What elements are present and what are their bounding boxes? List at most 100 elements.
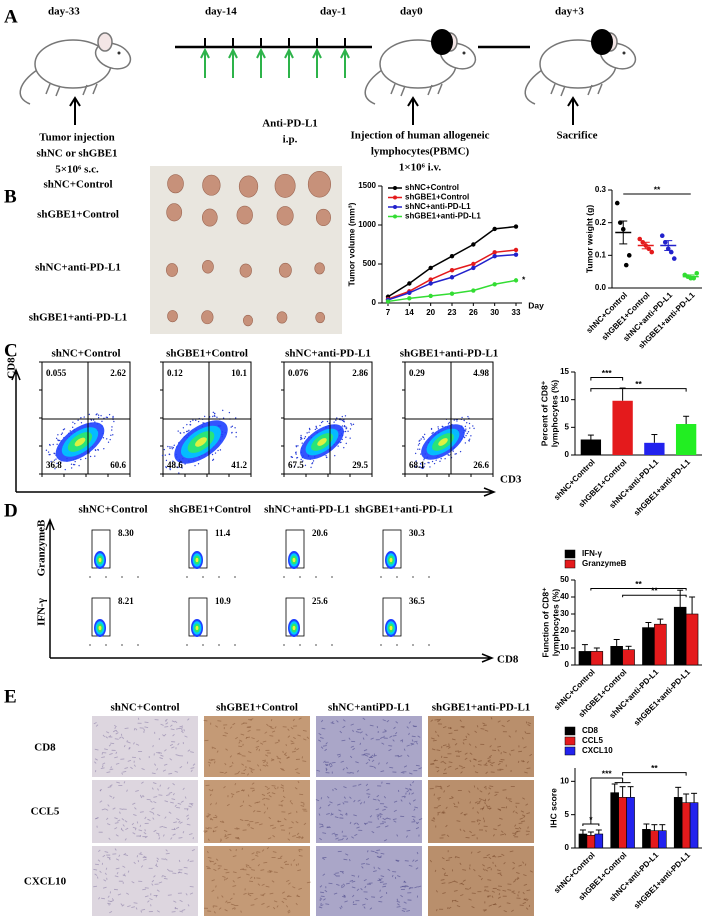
- event-dot: [173, 444, 175, 446]
- tissue-fiber: [133, 861, 136, 865]
- tissue-fiber: [172, 792, 175, 796]
- event-dot: [300, 434, 302, 437]
- tissue-fiber: [482, 799, 486, 802]
- bar: [586, 835, 596, 849]
- event-dot: [183, 431, 185, 434]
- event-dot: [350, 422, 352, 425]
- mouse-tail: [19, 69, 38, 105]
- tissue-fiber: [128, 747, 130, 750]
- tissue-fiber: [403, 748, 406, 751]
- event-dot: [455, 453, 457, 455]
- column-title: shGBE1+Control: [216, 702, 298, 714]
- tissue-fiber: [225, 900, 228, 903]
- tissue-fiber: [263, 811, 266, 814]
- event-dot: [341, 438, 343, 441]
- tissue-fiber: [325, 903, 330, 905]
- tissue-fiber: [477, 819, 481, 822]
- tissue-fiber: [320, 891, 325, 894]
- tissue-fiber: [411, 739, 414, 742]
- tissue-fiber: [139, 834, 142, 838]
- plot-title: shNC+Control: [51, 348, 120, 360]
- tissue-fiber: [177, 802, 182, 805]
- tissue-fiber: [319, 806, 322, 810]
- quadrant-value: 0.076: [288, 368, 309, 378]
- tissue-fiber: [225, 748, 228, 751]
- event-dot: [72, 463, 75, 466]
- tissue-fiber: [113, 724, 117, 728]
- tissue-fiber: [339, 730, 343, 734]
- tissue-fiber: [341, 885, 345, 889]
- quadrant-value: 36.8: [46, 460, 62, 470]
- tissue-fiber: [522, 861, 525, 864]
- tissue-fiber: [260, 869, 265, 871]
- mouse-leg: [400, 85, 406, 97]
- tissue-fiber: [443, 790, 446, 793]
- tissue-fiber: [484, 801, 486, 805]
- tissue-fiber: [380, 875, 385, 878]
- event-dot: [197, 420, 200, 423]
- tumor-specimen: [315, 311, 326, 324]
- tissue-fiber: [340, 884, 343, 887]
- event-dot: [211, 453, 214, 456]
- tissue-fiber: [182, 787, 185, 791]
- event-dot: [165, 459, 168, 462]
- tissue-fiber: [183, 729, 185, 732]
- tissue-fiber: [342, 768, 345, 771]
- data-point: [385, 299, 391, 304]
- tissue-fiber: [192, 763, 196, 766]
- tissue-fiber: [239, 739, 243, 742]
- mouse-drawing: [364, 29, 477, 105]
- bar: [580, 439, 602, 455]
- tissue-fiber: [441, 857, 445, 860]
- x-tick-label: 26: [469, 308, 478, 317]
- tissue-fiber: [362, 717, 366, 720]
- tissue-fiber: [143, 832, 147, 835]
- event-dot: [465, 434, 467, 437]
- tissue-fiber: [94, 761, 97, 764]
- tissue-fiber: [215, 858, 219, 861]
- tissue-fiber: [186, 808, 189, 811]
- tissue-fiber: [325, 763, 329, 766]
- tissue-fiber: [401, 795, 406, 798]
- row-label: CXCL10: [24, 876, 67, 888]
- tissue-fiber: [130, 766, 133, 770]
- tissue-fiber: [316, 769, 321, 772]
- tissue-fiber: [274, 726, 277, 729]
- tissue-fiber: [114, 817, 118, 820]
- tissue-fiber: [297, 869, 302, 872]
- bar: [673, 606, 687, 666]
- tissue-fiber: [383, 735, 385, 738]
- tissue-fiber: [415, 764, 420, 767]
- event-dot: [192, 419, 194, 421]
- tissue-fiber: [235, 790, 240, 793]
- plot-title: shNC+anti-PD-L1: [285, 348, 371, 360]
- event-dot: [112, 417, 114, 419]
- event-dot: [194, 464, 196, 467]
- tissue-fiber: [508, 800, 513, 803]
- tissue-fiber: [523, 746, 527, 749]
- tissue-fiber: [408, 772, 413, 775]
- bar: [610, 792, 619, 849]
- tissue-fiber: [232, 855, 237, 858]
- event-dot: [345, 436, 347, 438]
- tissue-fiber: [322, 745, 327, 747]
- tissue-fiber: [164, 858, 168, 861]
- tissue-fiber: [355, 731, 360, 733]
- quadrant-value: 2.86: [352, 368, 368, 378]
- tissue-fiber: [485, 771, 488, 774]
- tissue-fiber: [373, 870, 377, 873]
- tissue-fiber: [443, 768, 447, 771]
- tissue-fiber: [174, 770, 179, 773]
- tissue-fiber: [254, 897, 258, 901]
- tissue-fiber: [280, 799, 284, 803]
- data-point: [428, 265, 433, 271]
- event-dot: [431, 460, 434, 463]
- data-point: [471, 261, 476, 267]
- bar: [644, 442, 665, 455]
- tissue-fiber: [190, 767, 195, 769]
- tissue-fiber: [497, 762, 501, 766]
- tissue-fiber: [359, 731, 363, 734]
- tissue-fiber: [294, 787, 298, 790]
- event-dot: [448, 454, 450, 456]
- tissue-fiber: [225, 836, 229, 840]
